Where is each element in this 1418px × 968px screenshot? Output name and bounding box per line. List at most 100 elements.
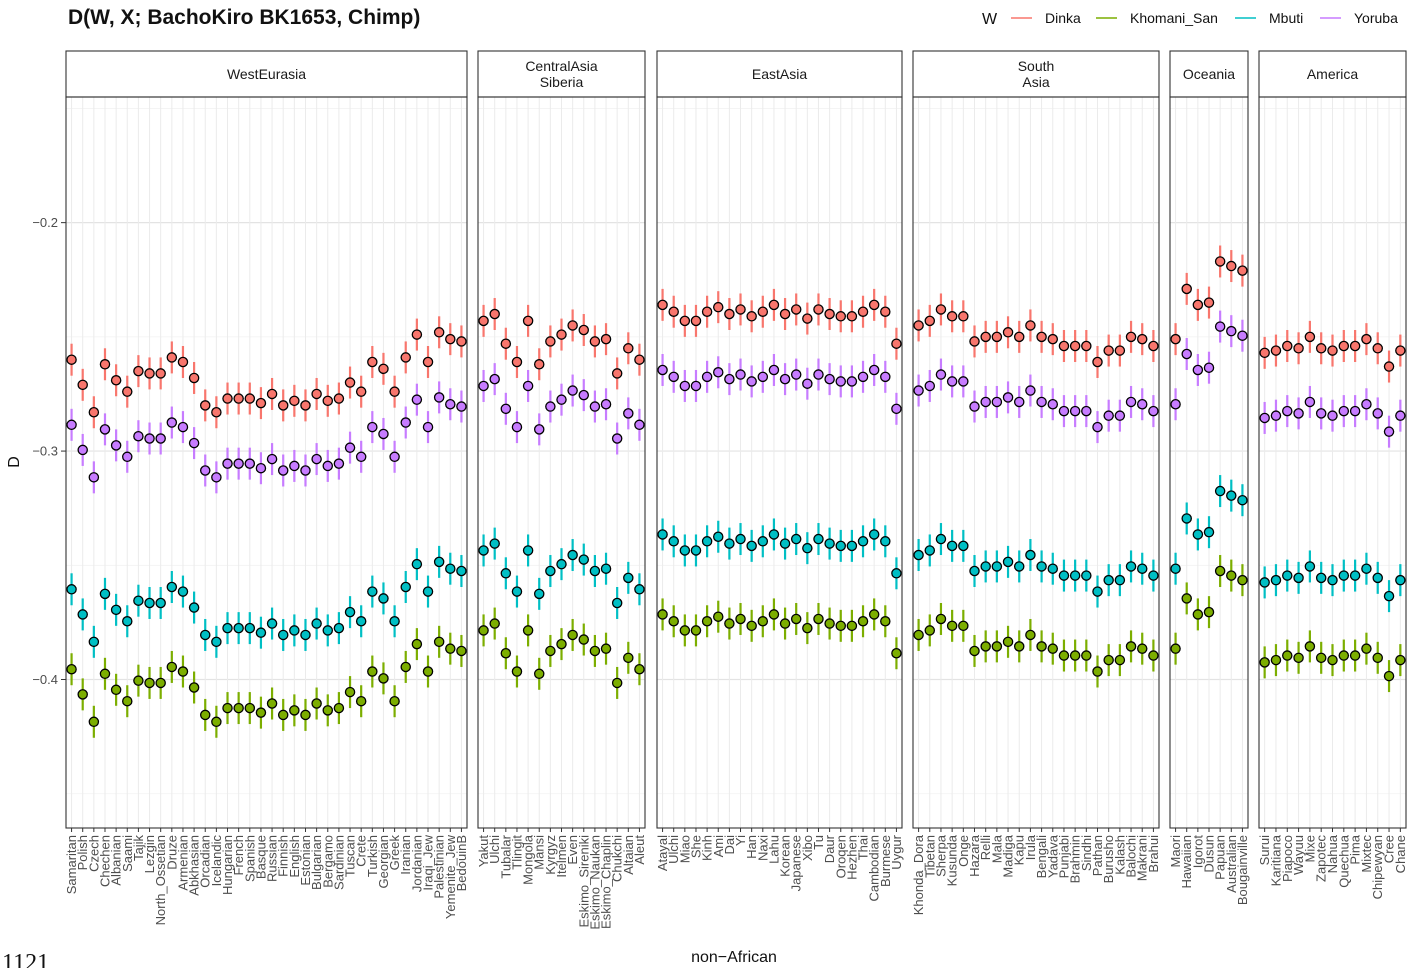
data-point [1304,331,1316,343]
data-point [567,385,578,396]
series-dinka [657,288,902,360]
data-point [289,460,300,472]
x-tick-label: Han [744,835,759,859]
y-axis-title: D [6,456,23,468]
data-point [533,359,545,370]
data-point [634,584,645,595]
x-tick-label: Chane [1393,835,1408,873]
data-point [545,401,556,412]
data-point [478,625,489,636]
data-point [411,558,423,570]
x-tick-label: Igorot [1190,835,1205,869]
data-point [611,368,623,379]
data-point [533,424,545,435]
data-point [1025,320,1036,331]
data-point [779,308,791,320]
data-point [657,299,668,311]
data-point [600,333,612,345]
data-point [255,397,267,409]
data-point [222,393,233,404]
data-point [1013,396,1025,408]
data-point [1293,408,1304,419]
data-point [433,327,445,338]
data-point [1226,260,1237,272]
data-point [199,465,211,476]
data-point [166,352,178,363]
data-point [857,371,869,383]
data-point [768,299,780,311]
data-point [344,377,356,388]
data-point [211,406,222,418]
data-point [857,306,869,317]
data-point [177,421,189,433]
data-point [77,379,88,391]
data-point [1092,356,1103,368]
data-point [244,622,256,634]
data-point [110,375,122,386]
x-tick-label: Surui [1257,835,1272,865]
x-tick-label: Spanish [242,835,257,882]
x-tick-label: Kapu [1012,835,1027,865]
data-point [500,568,512,579]
data-point [668,536,679,547]
data-point [1338,405,1350,417]
data-point [746,540,757,552]
data-point [1270,345,1282,356]
data-point [1372,408,1383,419]
data-point [378,428,389,440]
data-point [277,709,289,721]
data-point [735,304,746,315]
data-point [333,702,345,714]
data-point [768,609,780,620]
data-point [367,666,378,677]
data-point [222,702,233,714]
x-tick-label: Czech [86,835,101,872]
data-point [344,686,356,698]
data-point [1338,340,1350,352]
data-point [980,561,991,572]
x-tick-label: Aleut [632,835,647,865]
data-point [77,689,88,700]
data-point [779,538,791,549]
data-point [1103,345,1114,356]
x-tick-label: Basque [253,835,268,879]
y-tick-label: −0.4 [32,672,58,687]
data-point [1092,666,1103,677]
data-point [422,666,434,677]
data-point [946,311,958,322]
data-point [266,453,278,465]
data-point [735,369,746,380]
x-tick-label: Nahua [1325,834,1340,873]
data-point [835,540,847,552]
x-tick-label: Even [565,835,580,865]
data-point [946,540,958,552]
data-point [1192,529,1204,540]
data-point [846,540,858,552]
x-axis-title: non−African [691,949,777,966]
data-point [155,677,166,689]
data-point [790,304,802,315]
x-tick-label: Russian [265,835,280,882]
x-tick-label: Hungarian [220,835,235,895]
data-point [1315,343,1327,354]
data-point [1259,412,1270,424]
x-tick-label: Eskimo_Chaplin [599,835,614,929]
x-tick-label: Lezgin [142,835,157,873]
data-point [1237,330,1248,341]
strip [656,50,903,98]
x-tick-label: Chukchi [610,835,625,882]
data-point [344,442,356,453]
series-mbuti [66,545,467,658]
x-tick-label: Turkish [365,835,380,877]
data-point [1069,340,1081,352]
x-tick-label: Mala [989,834,1004,863]
data-point [1315,572,1327,584]
x-tick-label: Mixe [1302,835,1317,862]
x-tick-label: Saami [120,835,135,872]
x-tick-label: Khonda_Dora [911,834,926,915]
data-point [522,315,534,327]
data-point [77,444,88,456]
data-point [1361,333,1372,345]
data-point [991,641,1003,652]
